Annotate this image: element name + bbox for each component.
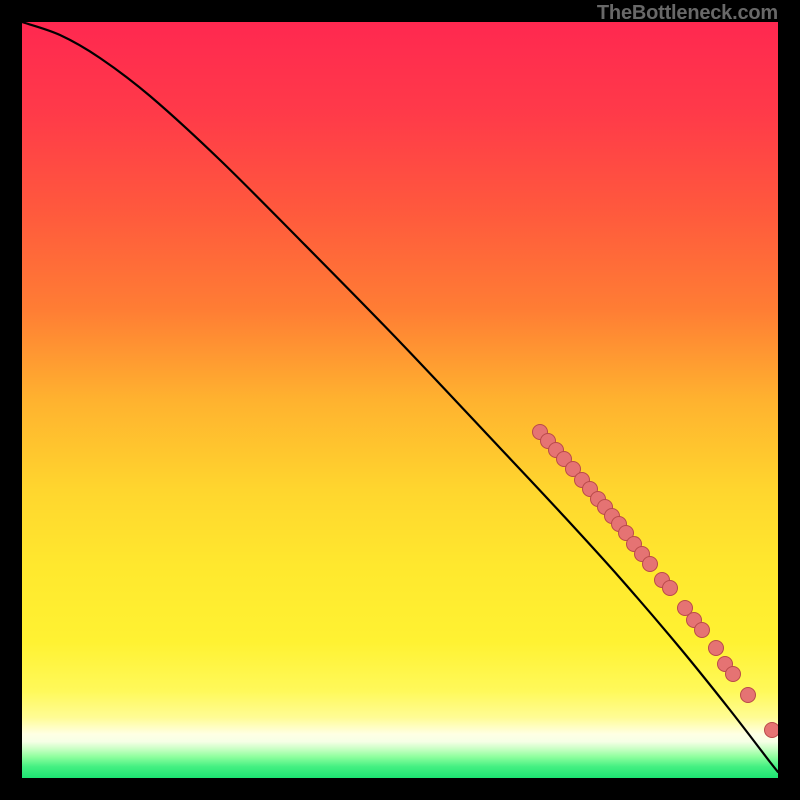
data-marker [663,581,678,596]
overlay-svg [22,22,778,778]
plot-area [22,22,778,778]
data-marker [741,688,756,703]
marker-group [533,425,779,738]
data-marker [709,641,724,656]
chart-frame: TheBottleneck.com [0,0,800,800]
watermark-text: TheBottleneck.com [597,2,778,25]
data-marker [643,557,658,572]
data-marker [765,723,779,738]
data-marker [726,667,741,682]
data-marker [695,623,710,638]
bottleneck-curve [22,22,778,772]
